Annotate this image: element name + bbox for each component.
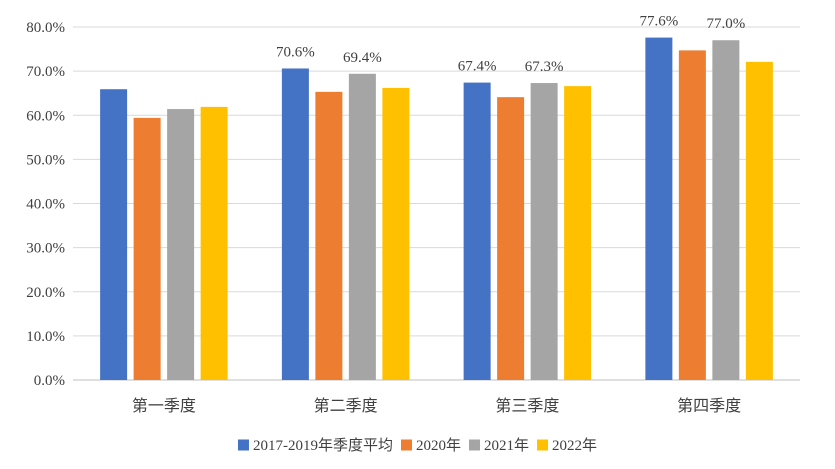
data-label: 77.6% [640, 14, 679, 30]
y-tick-label: 60.0% [26, 108, 65, 124]
bar [678, 50, 706, 380]
legend-swatch [237, 439, 249, 451]
bar [745, 61, 773, 380]
bars [100, 37, 773, 381]
y-tick-label: 10.0% [26, 329, 65, 345]
legend-label: 2017-2019年季度平均 [253, 437, 393, 454]
bar [564, 86, 592, 380]
legend-swatch [400, 439, 412, 451]
y-tick-label: 0.0% [34, 373, 65, 389]
bar [530, 83, 558, 380]
data-label: 67.3% [525, 59, 564, 75]
y-tick-label: 30.0% [26, 241, 65, 257]
x-category-label: 第四季度 [677, 397, 741, 415]
bar [382, 87, 410, 380]
legend-swatch [537, 439, 549, 451]
y-axis-ticks: 0.0% 10.0% 20.0% 30.0% 40.0% 50.0% 60.0% 70.0% 8… [26, 20, 65, 389]
x-category-label: 第一季度 [132, 397, 196, 415]
x-category-label: 第三季度 [495, 397, 559, 415]
x-axis-categories: 第一季度 第二季度 第三季度 第四季度 [132, 397, 741, 415]
bar [645, 37, 673, 381]
data-label: 69.4% [343, 50, 382, 66]
bar [281, 68, 309, 380]
bar [100, 89, 128, 380]
y-tick-label: 40.0% [26, 197, 65, 213]
legend-swatch [468, 439, 480, 451]
legend-label: 2020年 [416, 437, 461, 454]
bar [200, 106, 228, 381]
x-category-label: 第二季度 [314, 397, 378, 415]
y-tick-label: 80.0% [26, 20, 65, 36]
bar [497, 97, 525, 380]
data-labels: 70.6% 69.4% 67.4% 67.3% 77.6% 77.0% [276, 14, 745, 75]
bar [167, 109, 195, 380]
y-tick-label: 50.0% [26, 152, 65, 168]
gridlines [73, 26, 800, 381]
legend: 2017-2019年季度平均 2020年 2021年 2022年 [237, 437, 597, 454]
bar [315, 91, 343, 381]
data-label: 77.0% [707, 16, 746, 32]
bar [463, 82, 491, 380]
legend-label: 2022年 [552, 437, 597, 454]
bar [348, 73, 376, 381]
data-label: 67.4% [458, 59, 497, 75]
legend-label: 2021年 [484, 437, 529, 454]
bar [712, 40, 740, 381]
bar [133, 117, 161, 381]
y-tick-label: 20.0% [26, 285, 65, 301]
data-label: 70.6% [276, 44, 315, 60]
y-tick-label: 70.0% [26, 64, 65, 80]
